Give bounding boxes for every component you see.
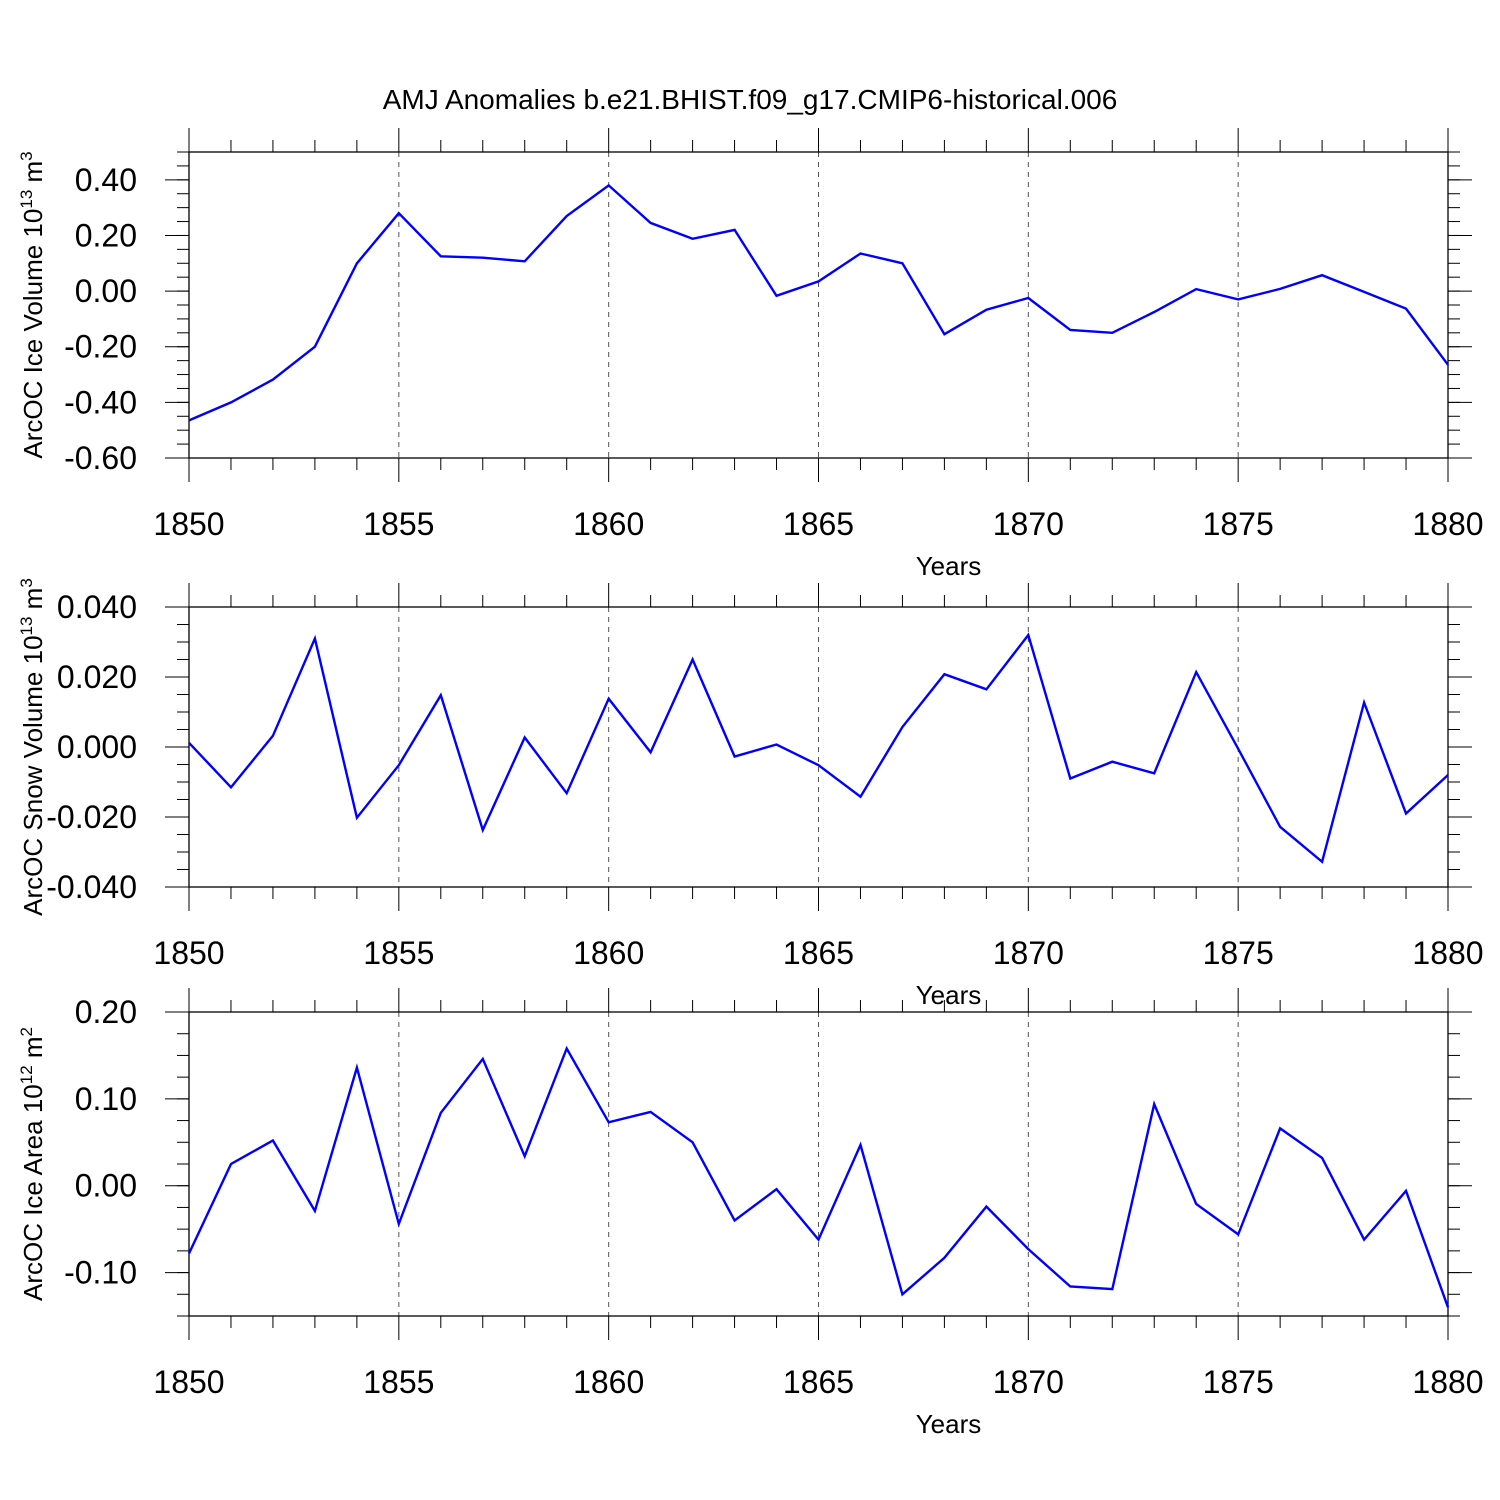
x-tick-label: 1865 [783, 935, 854, 971]
y-axis-label: ArcOC Snow Volume 1013 m3 [17, 578, 48, 916]
x-tick-label: 1870 [993, 935, 1064, 971]
x-tick-label: 1875 [1203, 506, 1274, 542]
x-axis-label: Years [916, 551, 982, 581]
panel-1: 1850 1855 1860 1865 1870 1875 1880 -0.60 -0.40 -0… [17, 128, 1484, 581]
x-tick-label: 1855 [363, 1364, 434, 1400]
x-tick-label: 1860 [573, 1364, 644, 1400]
x-tick-label: 1860 [573, 935, 644, 971]
x-tick-label: 1880 [1412, 935, 1483, 971]
series-line [188, 632, 1449, 864]
y-tick-label: -0.20 [64, 329, 137, 365]
x-tick-label: 1865 [783, 1364, 854, 1400]
x-tick-label: 1860 [573, 506, 644, 542]
x-tick-label: 1850 [153, 935, 224, 971]
x-tick-label: 1855 [363, 506, 434, 542]
x-axis-label: Years [916, 980, 982, 1010]
y-tick-label: 0.000 [57, 729, 137, 765]
y-tick-label: 0.10 [75, 1081, 137, 1117]
y-tick-label: 0.040 [57, 589, 137, 625]
x-tick-label: 1865 [783, 506, 854, 542]
series-line [187, 1045, 1450, 1308]
x-axis-label: Years [916, 1409, 982, 1439]
chart-title: AMJ Anomalies b.e21.BHIST.f09_g17.CMIP6-… [382, 84, 1118, 115]
y-tick-label: -0.040 [46, 869, 137, 905]
y-tick-label: -0.40 [64, 384, 137, 420]
x-tick-label: 1875 [1203, 935, 1274, 971]
y-tick-label: -0.020 [46, 799, 137, 835]
x-tick-label: 1850 [153, 1364, 224, 1400]
x-tick-label: 1855 [363, 935, 434, 971]
y-tick-label: 0.00 [75, 1168, 137, 1204]
x-tick-label: 1850 [153, 506, 224, 542]
x-tick-label: 1880 [1412, 506, 1483, 542]
y-tick-label: 0.00 [75, 273, 137, 309]
y-tick-label: 0.40 [75, 162, 137, 198]
panel-3: 1850 1855 1860 1865 1870 1875 1880 -0.10 0.00 0.1… [17, 988, 1484, 1439]
y-axis-label: ArcOC Ice Volume 1013 m3 [17, 151, 48, 458]
x-tick-label: 1870 [993, 1364, 1064, 1400]
x-tick-label: 1875 [1203, 1364, 1274, 1400]
x-tick-label: 1880 [1412, 1364, 1483, 1400]
y-axis-label: ArcOC Ice Area 1012 m2 [17, 1027, 48, 1301]
y-tick-label: -0.60 [64, 440, 137, 476]
y-tick-label: -0.10 [64, 1255, 137, 1291]
series-line [188, 183, 1449, 422]
y-tick-label: 0.20 [75, 217, 137, 253]
x-tick-label: 1870 [993, 506, 1064, 542]
y-tick-label: 0.020 [57, 659, 137, 695]
panel-2: 1850 1855 1860 1865 1870 1875 1880 -0.040 -0.020… [17, 578, 1484, 1010]
y-tick-label: 0.20 [75, 994, 137, 1030]
